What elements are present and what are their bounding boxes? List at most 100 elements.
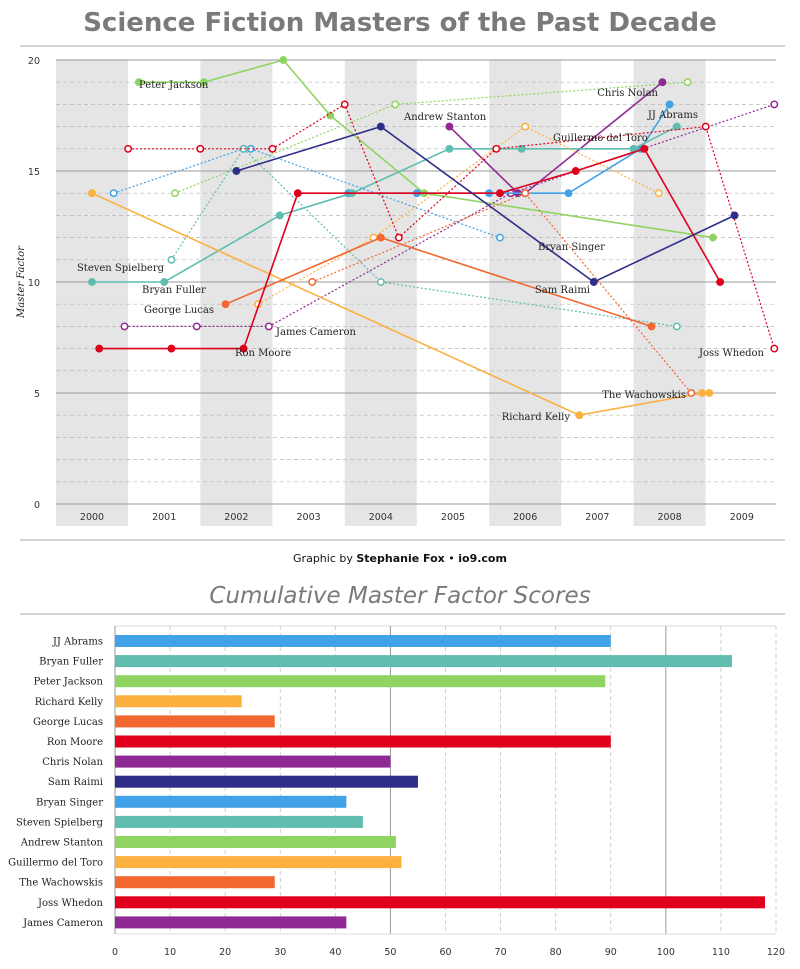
data-point-peter-jackson xyxy=(134,78,143,87)
bar-x-tick-label: 0 xyxy=(112,947,118,958)
series-line-peter-jackson xyxy=(138,59,714,239)
data-point-sam-raimi xyxy=(589,278,598,286)
data-point-jj-abrams xyxy=(665,100,674,109)
data-point-ron-moore xyxy=(571,167,580,175)
data-point-joss-whedon xyxy=(770,344,779,353)
data-point-bryan-fuller xyxy=(445,144,454,153)
x-tick-label: 2001 xyxy=(152,512,176,523)
data-point-jj-abrams xyxy=(564,189,573,198)
data-point-james-cameron xyxy=(120,322,129,331)
bar-x-tick-label: 40 xyxy=(329,947,341,958)
data-point-george-lucas xyxy=(647,322,656,331)
data-point-steven-spielberg xyxy=(167,255,176,264)
bar-category-label-richard-kelly: Richard Kelly xyxy=(35,697,104,708)
year-band-2002 xyxy=(200,60,273,526)
series-line-bryan-fuller xyxy=(92,125,678,283)
data-point-joss-whedon xyxy=(196,144,205,153)
bar-x-tick-label: 30 xyxy=(274,947,286,958)
series-line-ron-moore xyxy=(99,147,721,350)
bar-x-tick-label: 90 xyxy=(605,947,617,958)
data-point-ron-moore xyxy=(167,344,176,353)
bar-category-label-bryan-singer: Bryan Singer xyxy=(36,797,103,808)
bar-category-label-peter-jackson: Peter Jackson xyxy=(34,677,104,688)
y-tick-label: 0 xyxy=(34,500,40,511)
data-point-joss-whedon xyxy=(492,144,501,153)
series-line-sam-raimi xyxy=(236,125,735,283)
bar-joss-whedon xyxy=(115,896,765,909)
year-band-2000 xyxy=(56,60,128,526)
credit-line: Graphic by Stephanie Fox • io9.com xyxy=(293,552,507,565)
data-point-ron-moore xyxy=(495,189,504,198)
series-label-chris-nolan: Chris Nolan xyxy=(597,88,658,99)
credit-prefix: Graphic by xyxy=(293,552,356,565)
data-point-bryan-singer xyxy=(109,189,118,198)
bar-category-label-guillermo-del-toro: Guillermo del Toro xyxy=(8,858,103,869)
bar-x-tick-label: 100 xyxy=(657,947,675,958)
data-point-the-wachowskis xyxy=(308,278,317,286)
series-label-jj-abrams: JJ Abrams xyxy=(647,110,698,121)
y-axis-title: Master Factor xyxy=(16,245,27,319)
bar-x-tick-label: 60 xyxy=(439,947,451,958)
line-chart: 0 5 10 15 20 2000 2001 2002 2003 2004 2005 2006 2007… xyxy=(16,56,779,526)
series-label-andrew-stanton: Andrew Stanton xyxy=(403,112,487,123)
bar-the-wachowskis xyxy=(115,876,275,889)
data-point-sam-raimi xyxy=(730,211,739,220)
data-point-bryan-singer xyxy=(495,233,504,242)
data-point-bryan-fuller xyxy=(160,278,169,286)
y-tick-label: 20 xyxy=(28,56,40,67)
data-point-the-wachowskis xyxy=(687,389,696,397)
bar-andrew-stanton xyxy=(115,836,396,848)
data-point-andrew-stanton xyxy=(683,78,692,87)
x-tick-label: 2000 xyxy=(80,512,104,523)
bar-category-label-george-lucas: George Lucas xyxy=(33,717,103,728)
data-point-joss-whedon xyxy=(340,100,349,109)
data-point-joss-whedon xyxy=(394,233,403,242)
data-point-ron-moore xyxy=(239,344,248,353)
bar-category-label-steven-spielberg: Steven Spielberg xyxy=(16,817,104,828)
data-point-peter-jackson xyxy=(708,233,717,242)
bar-category-label-chris-nolan: Chris Nolan xyxy=(42,757,103,768)
bar-jj-abrams xyxy=(115,635,611,647)
bar-james-cameron xyxy=(115,916,347,929)
x-tick-label: 2006 xyxy=(513,512,537,523)
bar-x-tick-label: 10 xyxy=(164,947,176,958)
y-tick-label: 5 xyxy=(34,389,40,400)
data-point-guillermo-del-toro xyxy=(521,122,530,131)
bar-category-label-bryan-fuller: Bryan Fuller xyxy=(39,657,103,668)
series-label-guillermo-del-toro: Guillermo del Toro xyxy=(553,133,648,144)
series-label-steven-spielberg: Steven Spielberg xyxy=(77,263,165,274)
data-point-sam-raimi xyxy=(376,122,385,131)
data-point-james-cameron xyxy=(770,100,779,109)
data-point-joss-whedon xyxy=(124,144,133,153)
data-point-sam-raimi xyxy=(232,167,241,175)
credit-site: io9.com xyxy=(458,552,507,565)
credit-author: Stephanie Fox xyxy=(356,552,444,565)
bar-chart: 0 10 20 30 40 50 60 70 80 90 100 110 120 JJ Abrams Bry… xyxy=(8,625,785,958)
data-point-ron-moore xyxy=(716,278,725,286)
data-point-richard-kelly xyxy=(705,389,714,397)
series-label-bryan-fuller: Bryan Fuller xyxy=(142,285,206,296)
series-label-peter-jackson: Peter Jackson xyxy=(139,80,209,91)
bar-category-label-ron-moore: Ron Moore xyxy=(47,737,103,748)
series-line-the-wachowskis xyxy=(311,192,692,394)
bar-category-label-andrew-stanton: Andrew Stanton xyxy=(20,838,104,849)
year-band-2008 xyxy=(633,60,706,526)
x-tick-label: 2008 xyxy=(658,512,682,523)
series-label-bryan-singer: Bryan Singer xyxy=(538,242,605,253)
series-label-richard-kelly: Richard Kelly xyxy=(502,412,571,423)
data-point-steven-spielberg xyxy=(376,278,385,286)
bar-sam-raimi xyxy=(115,775,418,788)
bar-steven-spielberg xyxy=(115,815,363,828)
bar-chart-title: Cumulative Master Factor Scores xyxy=(209,583,590,609)
x-tick-label: 2005 xyxy=(441,512,465,523)
bar-x-tick-label: 120 xyxy=(767,947,785,958)
bar-category-label-jj-abrams: JJ Abrams xyxy=(52,637,103,648)
bar-x-tick-label: 20 xyxy=(219,947,231,958)
series-label-james-cameron: James Cameron xyxy=(275,327,356,338)
data-point-richard-kelly xyxy=(88,189,96,198)
bar-x-tick-label: 80 xyxy=(550,947,562,958)
x-tick-label: 2009 xyxy=(730,512,754,523)
bar-category-label-james-cameron: James Cameron xyxy=(22,918,103,929)
data-point-ron-moore xyxy=(640,144,649,153)
